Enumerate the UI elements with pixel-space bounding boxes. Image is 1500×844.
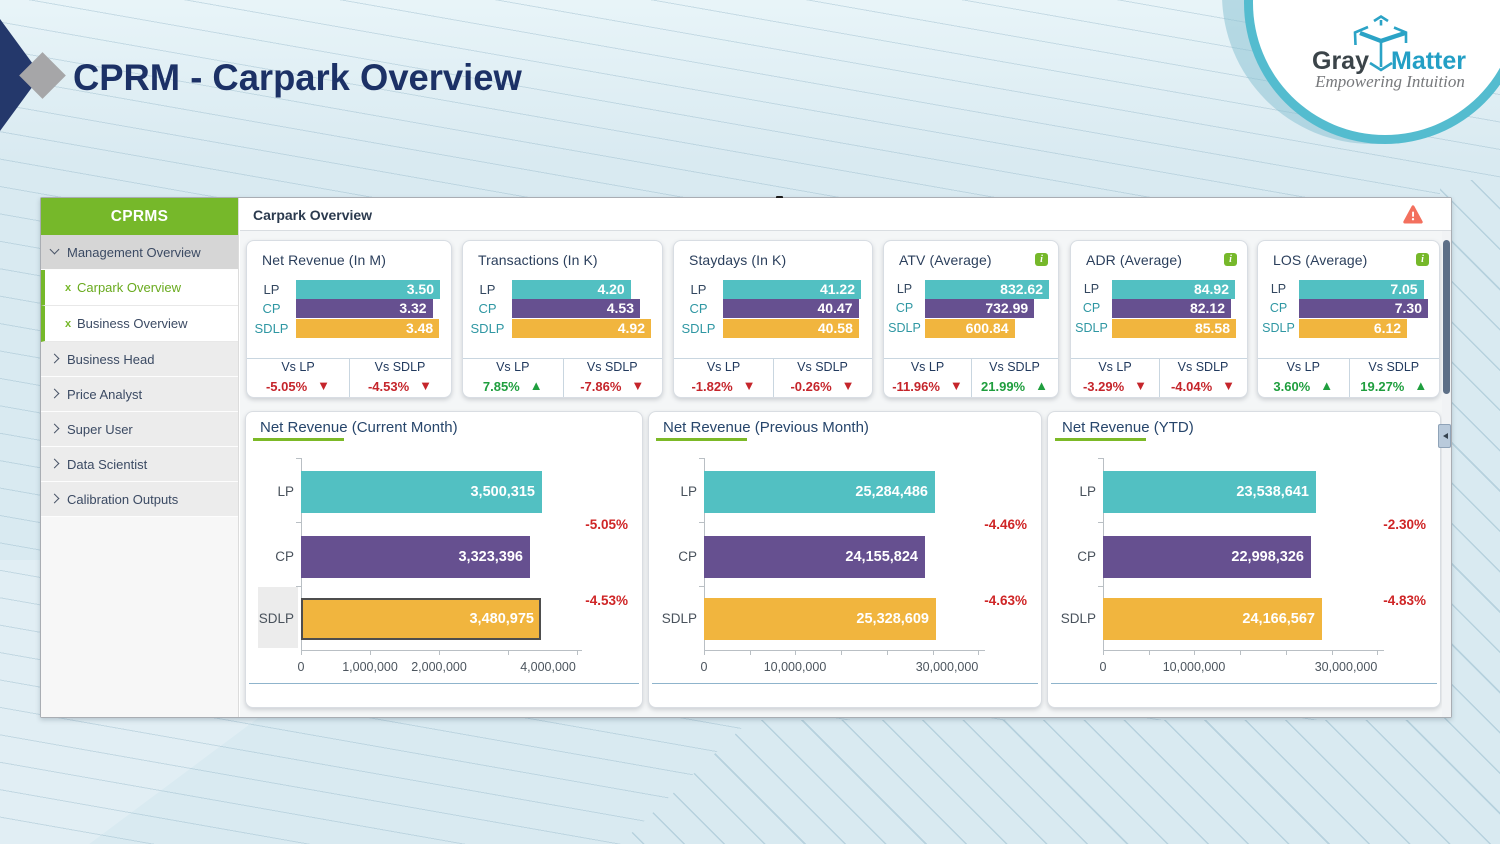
svg-text:Empowering Intuition: Empowering Intuition bbox=[1314, 72, 1465, 91]
svg-text:Gray: Gray bbox=[1312, 47, 1369, 75]
svg-text:Matter: Matter bbox=[1391, 47, 1466, 75]
